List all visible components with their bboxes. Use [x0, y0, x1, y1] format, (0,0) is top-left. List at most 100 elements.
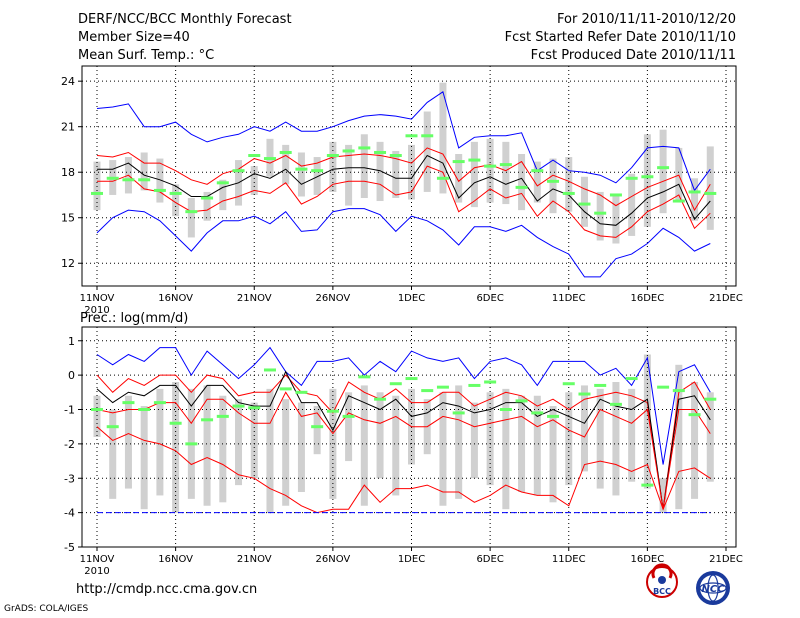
member-spread-box	[502, 141, 510, 205]
member-spread-box	[643, 354, 651, 489]
x-tick-label: 1DEC	[398, 293, 425, 304]
observed-mark	[484, 164, 497, 168]
temperature-panel: 12 15 18 21 24 11NOV 16NOV 21NOV 26NOV 1DEC 6DEC 11…	[61, 65, 743, 316]
series-lower-line	[96, 391, 711, 510]
observed-mark	[484, 380, 497, 384]
observed-mark	[625, 176, 638, 180]
member-spread-box	[187, 198, 195, 238]
observed-mark	[91, 408, 103, 411]
member-spread-box	[675, 364, 683, 510]
y-tick-label: 1	[68, 335, 75, 348]
member-spread-box	[203, 385, 211, 506]
ncc-logo-text: NCC	[701, 584, 725, 595]
member-spread-box	[282, 144, 290, 185]
observed-mark	[436, 176, 449, 180]
x-tick-label: 6DEC	[476, 293, 503, 304]
observed-mark	[232, 169, 245, 173]
member-spread-box	[297, 402, 305, 492]
member-spread-box	[219, 395, 227, 503]
observed-mark	[578, 202, 591, 206]
observed-mark	[688, 413, 701, 417]
observed-mark	[421, 134, 434, 138]
observed-mark	[562, 382, 575, 386]
observed-mark	[279, 150, 292, 154]
observed-mark	[499, 408, 512, 411]
ncc-logo: NCC	[696, 571, 730, 605]
member-spread-box	[470, 402, 478, 479]
member-spread-box	[156, 388, 164, 496]
observed-mark	[106, 425, 119, 429]
start-date-label: Fcst Started Refer Date 2010/11/10	[504, 30, 736, 45]
observed-mark	[515, 399, 528, 403]
x-tick-label: 21NOV	[237, 293, 272, 304]
member-spread-box	[345, 392, 353, 462]
y-tick-label: 18	[61, 166, 75, 179]
precipitation-panel: -5 -4 -3 -2 -1 0 1 11NOV 16NOV 21NOV 26NOV 1DEC 6DEC…	[64, 326, 743, 577]
observed-mark	[138, 178, 151, 182]
member-spread-box	[549, 406, 557, 503]
member-spread-box	[360, 385, 368, 506]
x-tick-label: 11DEC	[552, 293, 586, 304]
x-tick-label: 21NOV	[237, 554, 272, 565]
observed-mark	[657, 385, 670, 389]
observed-mark	[641, 483, 654, 487]
observed-mark	[122, 178, 135, 182]
member-spread-box	[691, 382, 699, 499]
member-spread-box	[172, 184, 180, 217]
member-spread-box	[612, 194, 620, 244]
member-spread-box	[691, 178, 699, 221]
observed-mark	[672, 199, 685, 203]
member-spread-box	[203, 191, 211, 221]
observed-mark	[279, 387, 292, 391]
observed-mark	[106, 176, 119, 180]
grads-credit: GrADS: COLA/IGES	[4, 604, 89, 614]
y-tick-label: 24	[61, 75, 75, 88]
observed-mark	[547, 179, 560, 183]
observed-mark	[201, 418, 214, 422]
x-tick-label: 11NOV	[80, 293, 115, 304]
member-spread-box	[533, 395, 541, 496]
observed-mark	[704, 191, 717, 195]
y-tick-label: 12	[61, 257, 75, 270]
member-spread-box	[565, 392, 573, 486]
observed-mark	[201, 196, 214, 200]
observed-mark	[625, 377, 638, 381]
x-tick-label: 1DEC	[398, 554, 425, 565]
observed-mark	[358, 375, 371, 379]
member-spread-box	[659, 478, 667, 513]
observed-mark	[169, 421, 182, 425]
member-spread-box	[93, 395, 101, 437]
member-spread-box	[628, 173, 636, 236]
member-spread-box	[93, 161, 101, 211]
member-spread-box	[376, 141, 384, 202]
x-year-label: 2010	[84, 305, 109, 316]
member-spread-box	[518, 154, 526, 211]
observed-mark	[185, 442, 198, 446]
member-spread-box	[250, 166, 258, 195]
member-spread-box	[282, 399, 290, 506]
observed-mark	[326, 409, 339, 413]
y-tick-label: -4	[64, 507, 75, 520]
precip-panel-title: Prec.: log(mm/d)	[80, 311, 188, 326]
y-tick-label: 0	[68, 369, 75, 382]
series-min-line	[96, 208, 711, 278]
observed-mark	[405, 377, 418, 381]
observed-mark	[169, 191, 182, 195]
observed-mark	[263, 368, 276, 372]
member-spread-box	[423, 111, 431, 192]
observed-mark	[657, 166, 670, 170]
member-spread-box	[124, 395, 132, 489]
source-url: http://cmdp.ncc.cma.gov.cn	[76, 582, 258, 597]
member-spread-box	[518, 395, 526, 492]
observed-mark	[562, 191, 575, 195]
observed-mark	[531, 169, 544, 173]
observed-mark	[594, 211, 607, 215]
observed-mark	[232, 404, 245, 408]
member-spread-box	[376, 392, 384, 479]
produced-date-label: Fcst Produced Date 2010/11/11	[530, 48, 736, 63]
x-tick-label: 16DEC	[631, 293, 665, 304]
member-spread-box	[439, 82, 447, 194]
series-mean-line	[97, 154, 711, 226]
member-spread-box	[596, 191, 604, 241]
